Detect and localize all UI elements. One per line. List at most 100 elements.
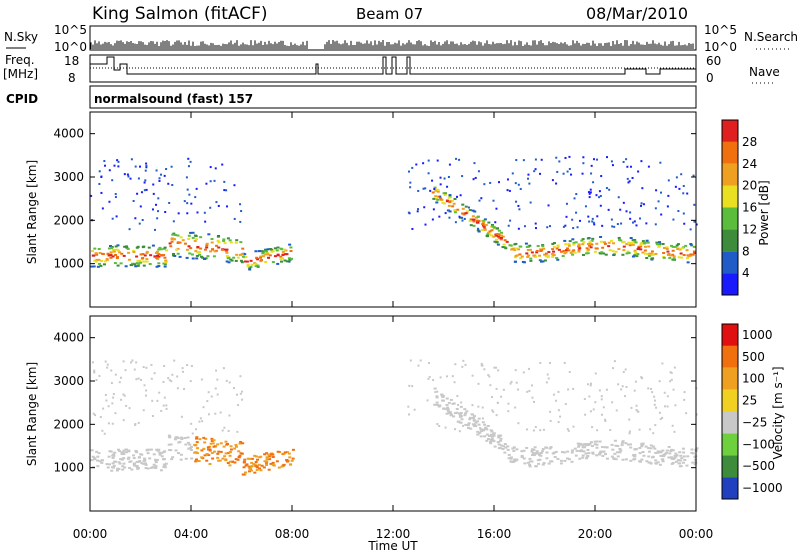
- echo-cell: [238, 454, 242, 457]
- echo-cell: [133, 263, 137, 266]
- echo-cell: [663, 391, 666, 394]
- echo-cell: [579, 219, 582, 222]
- echo-cell: [193, 443, 197, 446]
- echo-cell: [653, 447, 657, 450]
- echo-cell: [460, 418, 464, 421]
- echo-cell: [637, 246, 641, 249]
- echo-cell: [196, 251, 200, 254]
- echo-cell: [435, 396, 439, 399]
- echo-cell: [145, 188, 148, 191]
- echo-cell: [679, 459, 683, 462]
- colorbar-tick: 25: [742, 394, 757, 408]
- echo-cell: [173, 438, 177, 441]
- echo-cell: [446, 406, 449, 409]
- echo-cell: [526, 249, 530, 252]
- echo-cell: [235, 239, 239, 242]
- echo-cell: [234, 443, 238, 446]
- echo-cell: [564, 243, 568, 246]
- colorbar-frame: [721, 119, 739, 296]
- echo-cell: [621, 241, 625, 244]
- echo-cell: [285, 459, 289, 462]
- echo-cell: [548, 447, 552, 450]
- echo-cell: [464, 412, 468, 415]
- echo-cell: [495, 241, 499, 244]
- echo-cell: [105, 463, 109, 466]
- echo-cell: [529, 201, 532, 204]
- echo-cell: [100, 175, 103, 178]
- echo-cell: [614, 444, 618, 447]
- echo-cell: [671, 245, 675, 248]
- echo-cell: [608, 188, 611, 191]
- echo-cell: [288, 456, 292, 459]
- echo-cell: [581, 238, 585, 241]
- echo-cell: [122, 419, 125, 422]
- echo-cell: [634, 380, 637, 383]
- echo-cell: [517, 204, 520, 207]
- echo-cell: [674, 245, 678, 248]
- echo-cell: [483, 227, 487, 230]
- colorbar-tick: −100: [742, 437, 775, 451]
- echo-cell: [545, 451, 549, 454]
- echo-cell: [93, 457, 97, 460]
- echo-cell: [633, 254, 637, 257]
- echo-cell: [123, 173, 126, 176]
- echo-cell: [213, 450, 217, 453]
- echo-cell: [633, 455, 637, 458]
- echo-cell: [595, 440, 599, 443]
- echo-cell: [573, 197, 576, 200]
- colorbar-tick: 1000: [742, 328, 773, 342]
- echo-cell: [443, 194, 447, 197]
- echo-cell: [142, 460, 146, 463]
- echo-cell: [158, 177, 161, 180]
- echo-cell: [494, 221, 497, 224]
- echo-cell: [240, 210, 243, 213]
- echo-cell: [523, 462, 527, 465]
- echo-cell: [612, 253, 616, 256]
- echo-cell: [123, 394, 126, 397]
- echo-cell: [512, 449, 516, 452]
- echo-cell: [596, 215, 599, 218]
- echo-cell: [486, 437, 490, 440]
- echo-cell: [217, 246, 221, 249]
- echo-cell: [556, 258, 560, 261]
- echo-cell: [635, 255, 639, 258]
- echo-cell: [138, 222, 141, 225]
- echo-cell: [208, 463, 212, 466]
- echo-cell: [233, 217, 236, 220]
- echo-cell: [666, 253, 670, 256]
- echo-cell: [110, 369, 113, 372]
- echo-cell: [682, 184, 685, 187]
- echo-cell: [227, 256, 231, 259]
- echo-cell: [568, 458, 572, 461]
- echo-cell: [600, 398, 603, 401]
- echo-cell: [551, 255, 555, 258]
- echo-cell: [685, 249, 689, 252]
- echo-cell: [118, 251, 122, 254]
- echo-cell: [125, 451, 129, 454]
- echo-cell: [130, 468, 134, 471]
- echo-cell: [248, 457, 252, 460]
- echo-cell: [111, 402, 114, 405]
- echo-cell: [513, 249, 517, 252]
- echo-cell: [613, 360, 616, 363]
- echo-cell: [98, 460, 102, 463]
- echo-cell: [229, 445, 233, 448]
- echo-cell: [198, 420, 201, 423]
- echo-cell: [599, 450, 603, 453]
- echo-cell: [626, 250, 630, 253]
- echo-cell: [446, 185, 449, 188]
- echo-cell: [253, 471, 257, 474]
- echo-cell: [134, 217, 137, 220]
- echo-cell: [637, 410, 640, 413]
- echo-cell: [572, 241, 576, 244]
- echo-cell: [477, 417, 481, 420]
- echo-cell: [193, 234, 197, 237]
- echo-cell: [158, 453, 162, 456]
- echo-cell: [639, 248, 643, 251]
- echo-cell: [665, 449, 669, 452]
- echo-cell: [557, 390, 560, 393]
- echo-cell: [471, 404, 474, 407]
- echo-cell: [538, 259, 542, 262]
- echo-cell: [609, 429, 612, 432]
